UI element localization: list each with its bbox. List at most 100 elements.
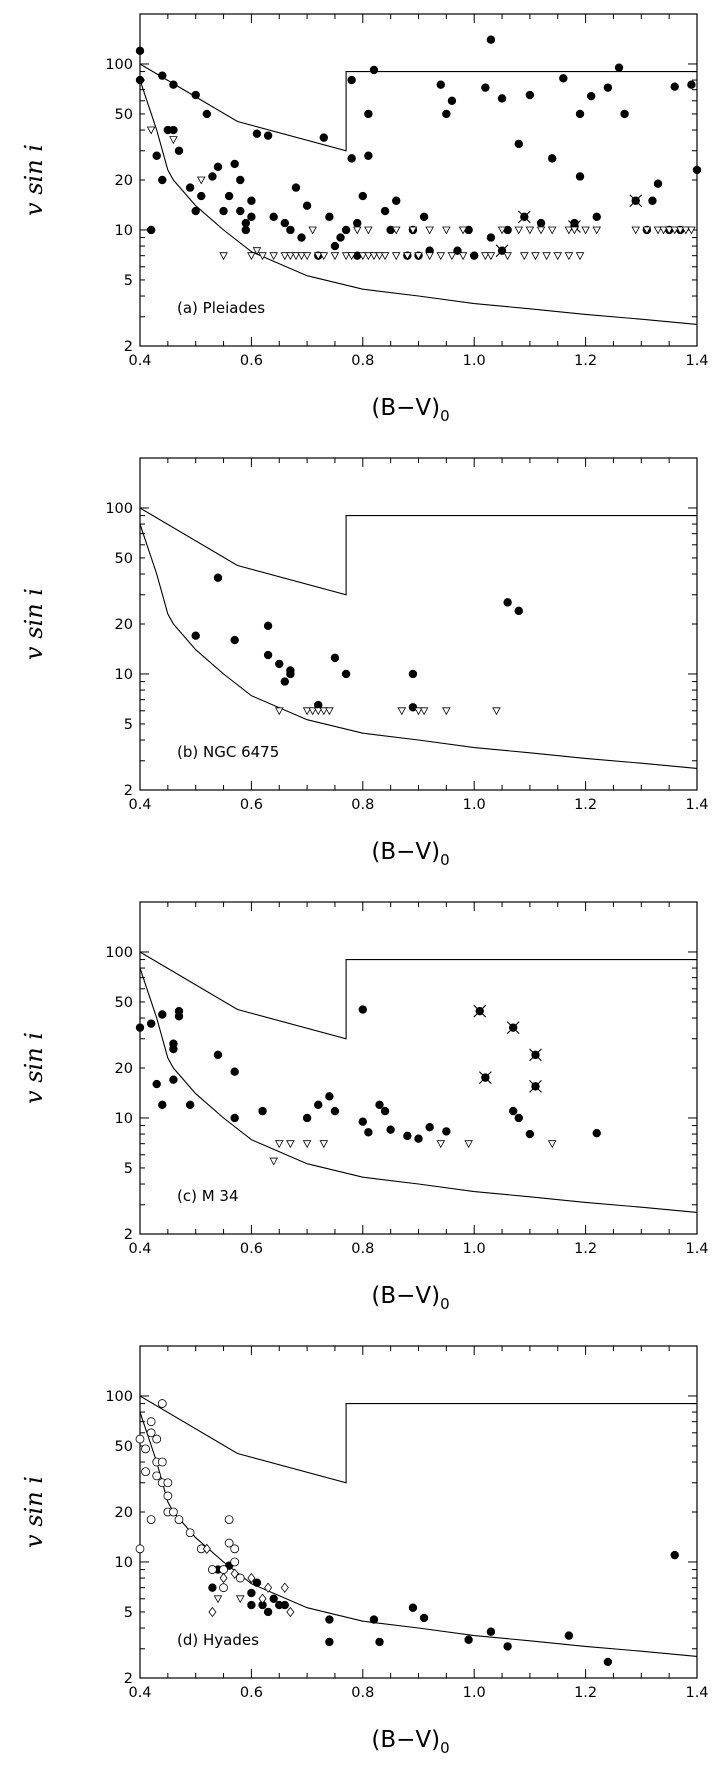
data-point-upper-limit xyxy=(196,176,206,185)
data-point-measured xyxy=(341,669,351,679)
data-point-upper-limit xyxy=(302,707,312,716)
data-point-measured xyxy=(197,191,206,201)
data-point-measured xyxy=(514,1113,523,1123)
x-tick-label: 1.4 xyxy=(685,1685,708,1701)
data-point-measured xyxy=(158,1010,167,1019)
data-point-measured xyxy=(575,172,585,181)
data-point-measured xyxy=(408,669,418,679)
lower-envelope-curve xyxy=(139,79,698,325)
data-point-upper-limit xyxy=(375,252,384,261)
y-tick-label: 10 xyxy=(115,667,133,683)
data-point-upper-limit xyxy=(219,252,228,261)
data-point-measured xyxy=(269,1594,278,1603)
data-point-upper-limit xyxy=(247,252,256,261)
data-point-upper-limit xyxy=(269,252,278,261)
data-point-upper-limit xyxy=(570,226,579,235)
data-point-measured xyxy=(236,206,245,216)
data-point-measured xyxy=(547,154,557,163)
data-point-measured xyxy=(486,35,496,44)
data-point-measured xyxy=(508,1106,518,1116)
x-tick-label: 0.6 xyxy=(240,1685,263,1701)
x-tick-label: 1.2 xyxy=(574,797,597,813)
data-point-upper-limit xyxy=(497,226,507,235)
data-point-other-diamonds xyxy=(202,1543,211,1554)
data-point-upper-limit xyxy=(397,707,407,716)
data-point-upper-limit xyxy=(291,252,301,261)
data-point-upper-limit xyxy=(369,252,379,261)
y-axis-label: v sin i xyxy=(20,144,48,216)
data-point-measured xyxy=(330,1106,340,1116)
y-tick-label: 10 xyxy=(115,1555,133,1571)
data-point-other-diamonds xyxy=(208,1606,217,1618)
data-point-measured xyxy=(213,573,223,582)
data-point-upper-limit xyxy=(642,226,652,235)
data-point-measured-binary xyxy=(629,194,643,208)
data-point-measured xyxy=(620,109,629,119)
data-point-measured xyxy=(169,1075,178,1084)
lower-envelope-curve xyxy=(139,523,698,769)
data-point-upper-limit xyxy=(319,252,329,261)
panel-label: (a) Pleiades xyxy=(177,299,265,317)
data-point-other-diamonds xyxy=(219,1572,228,1584)
data-point-upper-limit xyxy=(681,226,691,235)
data-point-other-measurements xyxy=(219,1565,228,1574)
y-tick-label: 5 xyxy=(124,1161,133,1177)
panel-label: (c) M 34 xyxy=(177,1187,239,1205)
data-point-measured xyxy=(146,225,156,235)
x-tick-label: 0.6 xyxy=(240,1241,263,1257)
data-point-measured xyxy=(325,1092,334,1101)
data-point-upper-limit xyxy=(564,252,574,261)
data-point-measured xyxy=(586,91,596,101)
data-point-measured xyxy=(353,218,362,228)
data-point-measured xyxy=(408,703,418,712)
data-point-other-diamonds xyxy=(286,1606,295,1618)
data-point-other-diamonds xyxy=(258,1593,267,1604)
data-point-measured xyxy=(258,1106,267,1116)
lower-envelope-curve xyxy=(139,1411,698,1657)
data-point-measured-binary xyxy=(506,1021,520,1035)
data-point-measured xyxy=(302,201,312,210)
x-axis-label: (B−V)0 xyxy=(371,1727,449,1757)
data-point-measured xyxy=(286,669,295,679)
data-point-measured xyxy=(392,196,401,205)
data-point-measured xyxy=(419,1613,429,1623)
data-point-measured xyxy=(358,1117,367,1126)
data-point-upper-limit xyxy=(581,226,590,235)
data-point-measured xyxy=(603,1657,613,1667)
data-point-upper-limit xyxy=(302,1140,312,1149)
y-tick-label: 2 xyxy=(124,339,133,355)
data-point-measured xyxy=(358,1005,367,1014)
data-point-measured xyxy=(614,63,624,72)
data-point-measured xyxy=(185,183,195,192)
data-point-measured xyxy=(158,175,167,185)
data-point-upper-limit xyxy=(341,252,351,261)
data-point-other-measurements xyxy=(208,1565,217,1574)
data-point-upper-limit xyxy=(286,1140,295,1149)
data-point-upper-limit xyxy=(492,707,501,716)
data-point-measured xyxy=(442,1127,451,1136)
data-point-other-measurements xyxy=(157,1457,167,1467)
data-point-measured xyxy=(486,233,496,242)
data-point-other-measurements xyxy=(219,1583,228,1593)
data-point-other-measurements xyxy=(135,1544,145,1554)
data-point-measured xyxy=(670,82,679,91)
data-point-measured xyxy=(442,109,451,119)
data-point-other-measurements xyxy=(146,1515,156,1524)
panel-1: 0.4 0.6 0.8 1.0 1.2 1.4 2 5 10 20 50 100 (a) Pleiade… xyxy=(20,13,709,425)
data-point-measured xyxy=(297,233,306,242)
data-point-upper-limit xyxy=(542,252,551,261)
data-point-upper-limit xyxy=(525,226,535,235)
y-tick-label: 10 xyxy=(115,1111,133,1127)
data-point-measured-binary xyxy=(529,1079,542,1093)
data-point-measured xyxy=(263,621,273,631)
x-tick-label: 0.8 xyxy=(351,1241,374,1257)
data-point-upper-limit xyxy=(514,226,524,235)
data-point-upper-limit xyxy=(564,226,574,235)
data-point-upper-limit xyxy=(659,226,668,235)
data-point-measured xyxy=(497,94,507,103)
data-point-measured xyxy=(369,65,379,75)
data-point-measured xyxy=(325,1637,334,1647)
y-axis-label: v sin i xyxy=(20,588,48,660)
data-point-measured xyxy=(481,83,490,92)
data-point-upper-limit xyxy=(425,252,434,261)
